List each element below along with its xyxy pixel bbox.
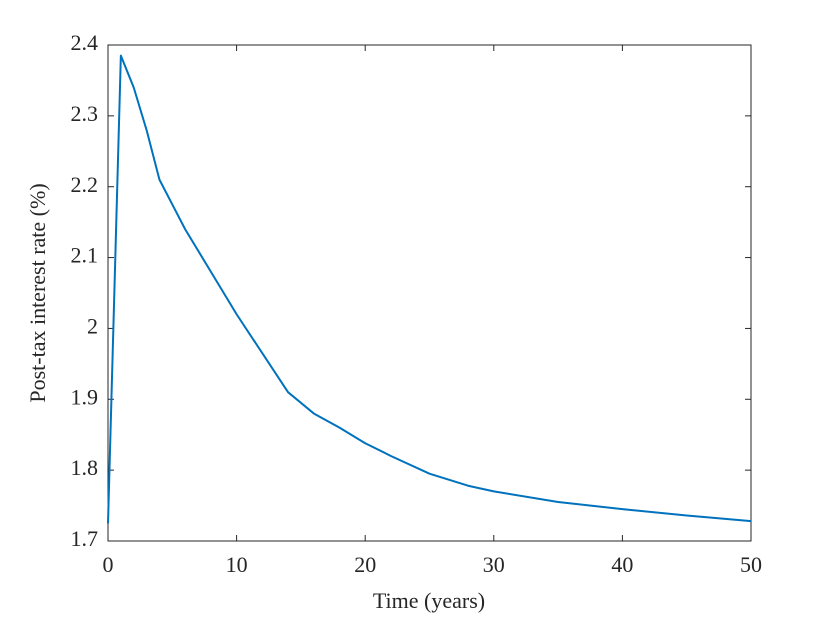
y-tick-label: 2.1 bbox=[71, 243, 99, 268]
x-tick-label: 20 bbox=[354, 552, 376, 577]
x-tick-label: 40 bbox=[611, 552, 633, 577]
y-tick-label: 2.3 bbox=[71, 101, 99, 126]
y-tick-label: 1.9 bbox=[71, 384, 99, 409]
y-tick-label: 2 bbox=[87, 313, 98, 338]
line-series bbox=[107, 54, 752, 524]
x-axis-label: Time (years) bbox=[373, 588, 485, 613]
plot-box bbox=[107, 44, 752, 542]
y-axis-label: Post-tax interest rate (%) bbox=[25, 183, 50, 402]
x-tick-label: 10 bbox=[226, 552, 248, 577]
y-tick-label: 1.7 bbox=[71, 526, 99, 551]
x-tick-label: 30 bbox=[483, 552, 505, 577]
y-tick-label: 1.8 bbox=[71, 455, 99, 480]
x-tick-label: 0 bbox=[103, 552, 114, 577]
y-tick-label: 2.4 bbox=[71, 30, 99, 55]
y-tick-label: 2.2 bbox=[71, 172, 99, 197]
x-tick-label: 50 bbox=[740, 552, 762, 577]
